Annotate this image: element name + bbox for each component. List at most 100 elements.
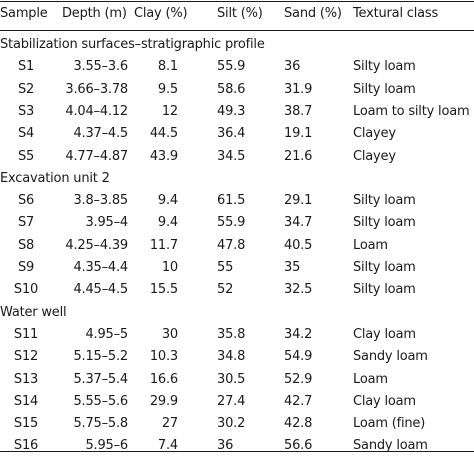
table-row: S5 4.77–4.87 43.9 34.5 21.6 Clayey	[0, 146, 474, 168]
cell-clay: 8.1	[157, 59, 178, 75]
cell-silt: 52	[217, 282, 234, 298]
cell-depth: 5.75–5.8	[73, 416, 128, 432]
cell-silt: 30.5	[217, 371, 246, 387]
cell-depth: 4.45–4.5	[73, 282, 128, 298]
cell-sand: 38.7	[284, 103, 313, 119]
table-row: S13 5.37–5.4 16.6 30.5 52.9 Loam	[0, 369, 474, 391]
cell-textural-class: Loam to silty loam	[353, 103, 470, 119]
cell-silt: 34.5	[217, 148, 246, 164]
cell-clay: 9.4	[157, 215, 178, 231]
section-heading-row: Water well	[0, 302, 474, 324]
cell-silt: 34.8	[217, 349, 246, 365]
cell-sample: S13	[13, 371, 39, 387]
cell-sand: 34.7	[284, 215, 313, 231]
cell-silt: 61.5	[217, 193, 246, 209]
cell-sample: S10	[13, 282, 39, 298]
cell-sample: S1	[17, 59, 35, 75]
cell-sand: 31.9	[284, 81, 313, 97]
cell-clay: 10.3	[149, 349, 178, 365]
cell-sample: S6	[17, 193, 35, 209]
cell-depth: 3.8–3.85	[73, 193, 128, 209]
cell-textural-class: Clay loam	[353, 393, 416, 409]
cell-silt: 55.9	[217, 59, 246, 75]
cell-depth: 4.04–4.12	[65, 103, 128, 119]
cell-silt: 36.4	[217, 126, 246, 142]
col-header-clay: Clay (%)	[134, 6, 188, 21]
table-row: S9 4.35–4.4 10 55 35 Silty loam	[0, 257, 474, 279]
table-row: S8 4.25–4.39 11.7 47.8 40.5 Loam	[0, 235, 474, 257]
col-header-silt: Silt (%)	[217, 6, 263, 21]
cell-textural-class: Sandy loam	[353, 349, 428, 365]
cell-clay: 7.4	[157, 438, 178, 454]
table-row: S16 5.95–6 7.4 36 56.6 Sandy loam	[0, 435, 474, 457]
cell-clay: 12	[161, 103, 178, 119]
section-heading-row: Stabilization surfaces–stratigraphic pro…	[0, 34, 474, 56]
cell-depth: 5.95–6	[85, 438, 128, 454]
cell-sand: 42.8	[284, 416, 313, 432]
cell-silt: 55	[217, 260, 234, 275]
cell-sand: 35	[284, 260, 301, 275]
cell-silt: 27.4	[217, 393, 246, 409]
cell-sand: 29.1	[284, 193, 313, 209]
table-row: S3 4.04–4.12 12 49.3 38.7 Loam to silty loam	[0, 101, 474, 123]
table-row: S15 5.75–5.8 27 30.2 42.8 Loam (fine)	[0, 413, 474, 435]
table-row: S6 3.8–3.85 9.4 61.5 29.1 Silty loam	[0, 190, 474, 212]
cell-sample: S14	[13, 393, 39, 409]
cell-sample: S12	[13, 349, 39, 365]
cell-sample: S15	[13, 416, 39, 432]
cell-depth: 4.25–4.39	[65, 237, 128, 253]
col-header-sample: Sample	[0, 6, 48, 21]
cell-sand: 40.5	[284, 237, 313, 253]
cell-silt: 58.6	[217, 81, 246, 97]
cell-depth: 3.95–4	[85, 215, 128, 231]
cell-sample: S4	[17, 126, 35, 142]
cell-depth: 4.95–5	[85, 326, 128, 342]
cell-clay: 9.4	[157, 193, 178, 209]
cell-sand: 42.7	[284, 393, 313, 409]
cell-textural-class: Sandy loam	[353, 438, 428, 454]
cell-depth: 4.37–4.5	[73, 126, 128, 142]
cell-depth: 3.66–3.78	[65, 81, 128, 97]
cell-silt: 55.9	[217, 215, 246, 231]
cell-textural-class: Silty loam	[353, 59, 416, 75]
cell-depth: 4.35–4.4	[73, 260, 128, 275]
cell-silt: 49.3	[217, 103, 246, 119]
cell-sample: S5	[17, 148, 35, 164]
top-rule	[0, 1, 474, 2]
cell-sample: S8	[17, 237, 35, 253]
section-title: Excavation unit 2	[0, 170, 110, 186]
col-header-depth: Depth (m)	[62, 6, 127, 21]
cell-clay: 27	[161, 416, 178, 432]
cell-textural-class: Silty loam	[353, 81, 416, 97]
table-row: S4 4.37–4.5 44.5 36.4 19.1 Clayey	[0, 123, 474, 145]
table-row: S10 4.45–4.5 15.5 52 32.5 Silty loam	[0, 279, 474, 301]
cell-textural-class: Silty loam	[353, 260, 416, 275]
cell-sample: S2	[17, 81, 35, 97]
section-heading-row: Excavation unit 2	[0, 168, 474, 190]
cell-depth: 3.55–3.6	[73, 59, 128, 75]
cell-textural-class: Loam	[353, 237, 388, 253]
cell-depth: 5.55–5.6	[73, 393, 128, 409]
cell-sample: S3	[17, 103, 35, 119]
cell-textural-class: Silty loam	[353, 193, 416, 209]
cell-clay: 10	[161, 260, 178, 275]
cell-depth: 5.15–5.2	[73, 349, 128, 365]
cell-sample: S7	[17, 215, 35, 231]
cell-sand: 52.9	[284, 371, 313, 387]
table-row: S12 5.15–5.2 10.3 34.8 54.9 Sandy loam	[0, 346, 474, 368]
cell-textural-class: Silty loam	[353, 282, 416, 298]
cell-textural-class: Silty loam	[353, 215, 416, 231]
cell-sample: S11	[13, 326, 39, 342]
cell-clay: 43.9	[149, 148, 178, 164]
header-rule	[0, 30, 474, 31]
table-row: S2 3.66–3.78 9.5 58.6 31.9 Silty loam	[0, 79, 474, 101]
cell-sand: 36	[284, 59, 301, 75]
bottom-rule	[0, 451, 474, 452]
table-row: S1 3.55–3.6 8.1 55.9 36 Silty loam	[0, 56, 474, 78]
cell-sand: 54.9	[284, 349, 313, 365]
cell-textural-class: Clayey	[353, 126, 396, 142]
cell-silt: 36	[217, 438, 234, 454]
col-header-textural-class: Textural class	[353, 6, 439, 21]
cell-sand: 32.5	[284, 282, 313, 298]
